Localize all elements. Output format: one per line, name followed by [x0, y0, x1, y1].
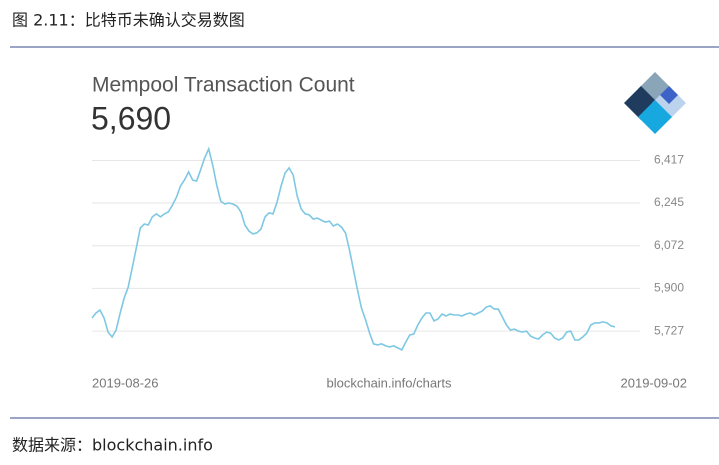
figure-caption: 图 2.11：比特币未确认交易数图	[12, 11, 245, 30]
chart-credit: blockchain.info/charts	[326, 375, 452, 390]
x-start-label: 2019-08-26	[92, 375, 159, 390]
y-tick-label: 5,900	[654, 280, 684, 294]
y-tick-label: 6,417	[654, 153, 684, 167]
chart-title: Mempool Transaction Count	[92, 74, 355, 97]
x-end-label: 2019-09-02	[621, 375, 688, 390]
y-tick-label: 6,072	[654, 238, 684, 252]
source-note: 数据来源：blockchain.info	[12, 436, 213, 455]
logo	[624, 72, 686, 134]
chart-subtitle: 5,690	[91, 100, 171, 136]
data-line	[91, 146, 616, 351]
y-tick-label: 6,245	[654, 195, 684, 209]
y-tick-label: 5,727	[654, 323, 684, 337]
